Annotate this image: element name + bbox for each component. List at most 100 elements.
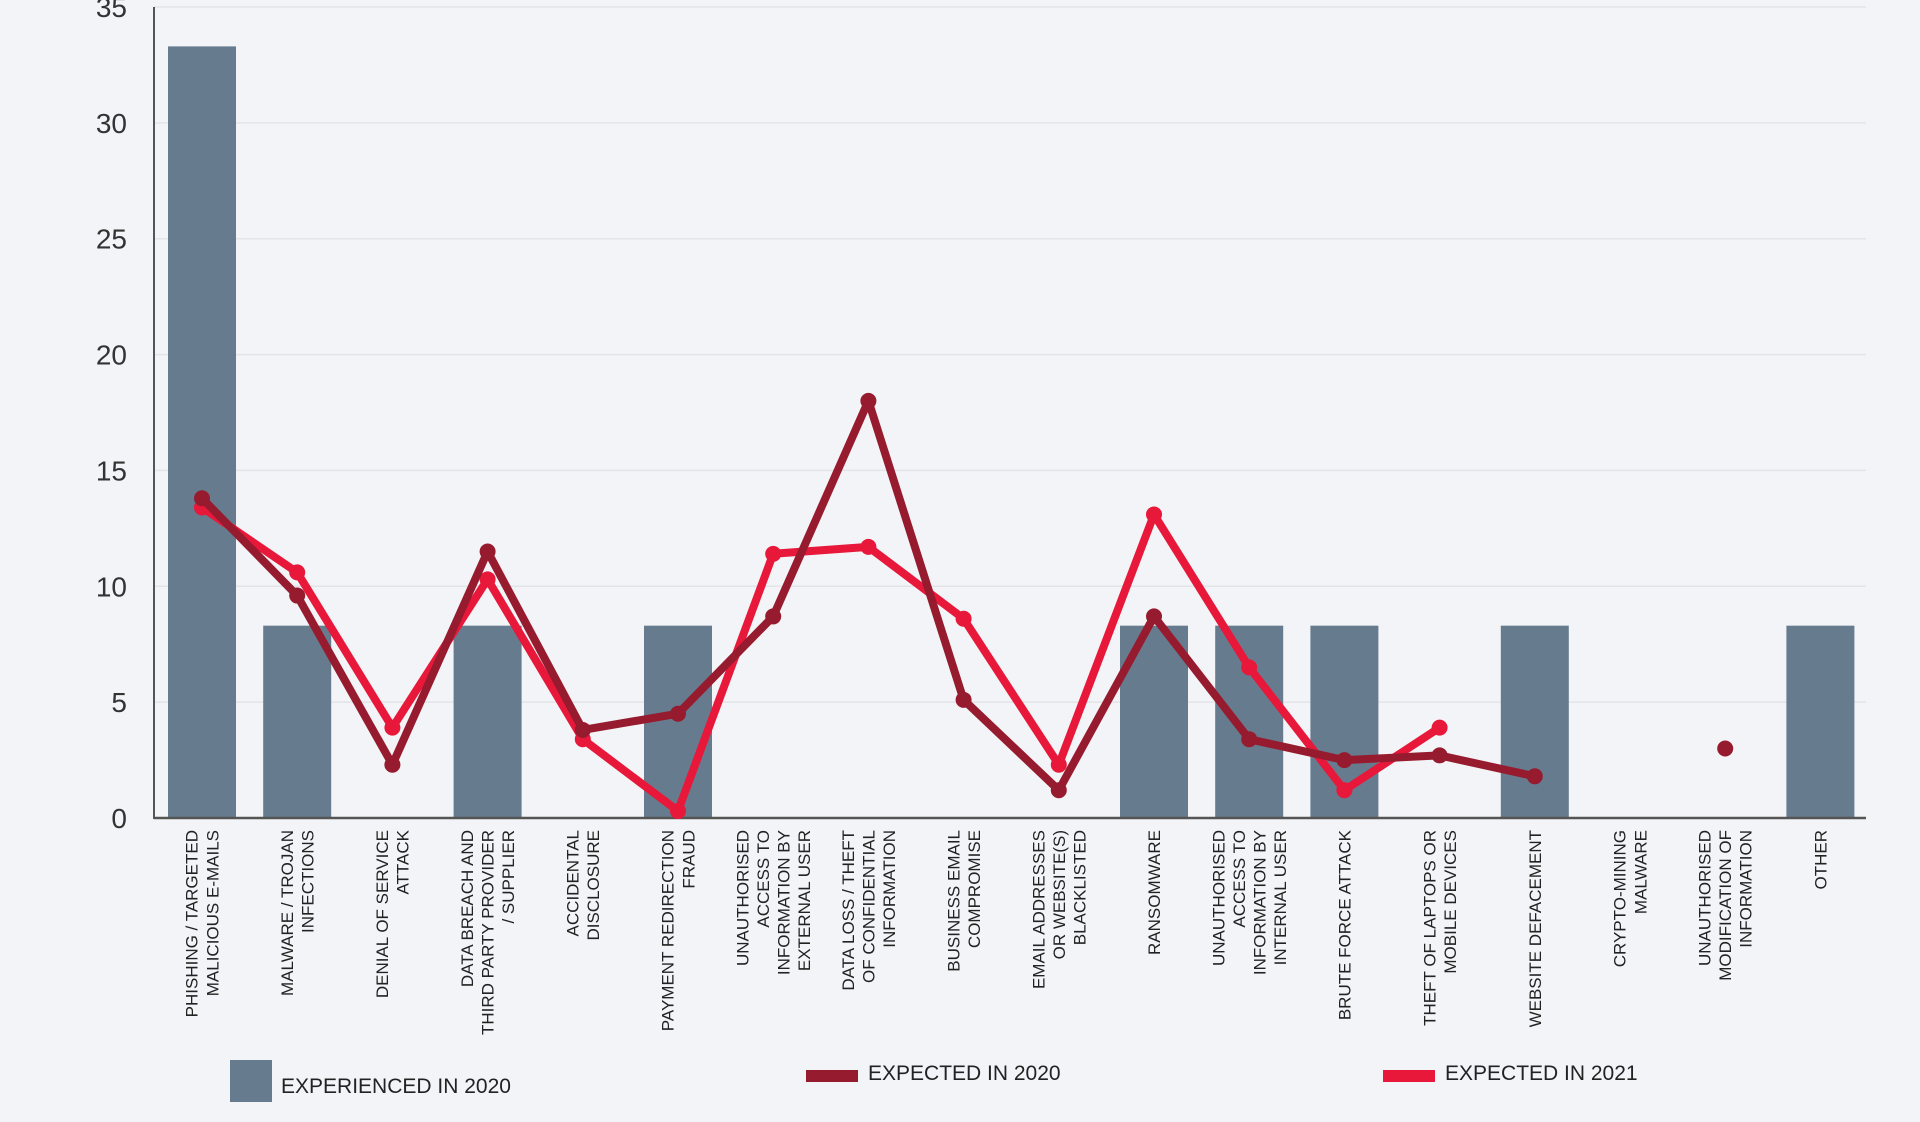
point-expected-in-2020 [1146,608,1162,625]
bar-series [168,46,1855,819]
point-expected-in-2020 [1336,752,1353,769]
x-tick-label-line: BUSINESS EMAIL [944,830,963,972]
point-expected-in-2020 [765,608,782,625]
x-tick-label-line: CRYPTO-MINING [1611,830,1630,967]
x-tick-label-line: EMAIL ADDRESSES [1029,830,1048,989]
legend-label-expected-2021: EXPECTED IN 2021 [1445,1062,1638,1085]
point-expected-in-2020 [860,392,877,409]
x-tick-label: PHISHING / TARGETED MALICIOUS E-MAILS [183,830,223,1017]
point-expected-in-2020 [1431,747,1448,764]
point-expected-in-2020 [1717,740,1734,757]
point-expected-in-2021 [670,803,686,820]
bar-website-defacement [1500,625,1569,818]
x-tick-label-line: WEBSITE DEFACEMENT [1526,830,1545,1027]
x-tick-label-line: THIRD PARTY PROVIDER [479,830,498,1035]
x-tick-label-line: ACCESS TO [1230,830,1249,928]
x-tick-label-line: OTHER [1811,830,1830,890]
y-tick-label: 0 [111,803,127,834]
x-axis-labels: PHISHING / TARGETED MALICIOUS E-MAILS MALW… [183,829,1831,1035]
y-tick-label: 35 [96,0,127,23]
point-expected-in-2021 [955,610,972,627]
point-expected-in-2021 [1431,719,1448,736]
x-tick-label-line: INTERNAL USER [1271,830,1290,965]
x-tick-label: OTHER [1811,830,1830,890]
x-tick-label-line: DENIAL OF SERVICE [373,830,392,998]
x-tick-label-line: ATTACK [394,829,413,894]
point-expected-in-2021 [479,571,496,588]
x-tick-label: DATA LOSS / THEFT OF CONFIDENTIAL INFORMAT… [839,830,899,991]
x-tick-label-line: BRUTE FORCE ATTACK [1335,829,1354,1020]
x-tick-label: MALWARE / TROJAN INFECTIONS [278,830,318,996]
x-tick-label-line: OF CONFIDENTIAL [859,830,878,983]
grid [154,6,1866,703]
x-tick-label-line: THEFT OF LAPTOPS OR [1420,830,1439,1026]
y-axis-ticks: 0 5 10 15 20 25 30 35 [96,0,127,834]
line-expected-in-2021 [198,503,1444,815]
x-tick-label-line: PAYMENT REDIRECTION [659,830,678,1031]
x-tick-label-line: EXTERNAL USER [795,830,814,971]
legend: EXPERIENCED IN 2020 EXPECTED IN 2020 EXP… [230,1060,1638,1102]
x-tick-label: CRYPTO-MINING MALWARE [1611,830,1651,967]
y-tick-label: 30 [96,108,127,139]
y-tick-label: 10 [96,571,127,602]
x-tick-label-line: INFORMATION [880,830,899,948]
legend-swatch-expected-2021 [1383,1070,1435,1082]
point-expected-in-2020 [289,587,306,604]
x-tick-label: PAYMENT REDIRECTION FRAUD [659,830,699,1031]
point-expected-in-2020 [194,490,210,507]
x-tick-label-line: INFORMATION [1737,830,1756,948]
x-tick-label: THEFT OF LAPTOPS OR MOBILE DEVICES [1420,830,1460,1026]
legend-label-expected-2020: EXPECTED IN 2020 [868,1062,1061,1085]
x-tick-label-line: OR WEBSITE(S) [1050,830,1069,959]
x-tick-label: UNAUTHORISED MODIFICATION OF INFORMATION [1696,830,1756,981]
line-expected-in-2020 [202,401,1725,790]
x-tick-label-line: INFORMATION BY [1251,830,1270,975]
x-tick-label: RANSOMWARE [1145,830,1164,955]
point-expected-in-2021 [765,545,782,562]
legend-label-experienced-2020: EXPERIENCED IN 2020 [281,1075,511,1098]
legend-swatch-experienced-2020 [230,1060,272,1102]
point-expected-in-2021 [1050,756,1067,773]
point-expected-in-2020 [574,721,591,738]
x-tick-label-line: MALWARE [1631,830,1650,914]
point-expected-in-2021 [384,719,401,736]
x-tick-label: BUSINESS EMAIL COMPROMISE [944,830,984,972]
x-tick-label-line: INFECTIONS [299,830,318,933]
point-expected-in-2020 [384,756,401,773]
x-tick-label-line: MALWARE / TROJAN [278,830,297,996]
x-tick-label-line: BLACKLISTED [1070,830,1089,945]
x-tick-label-line: MODIFICATION OF [1716,830,1735,981]
y-tick-label: 5 [111,687,127,718]
x-tick-label: WEBSITE DEFACEMENT [1526,830,1545,1027]
point-expected-in-2021 [289,564,306,581]
y-tick-label: 15 [96,455,127,486]
x-tick-label-line: ACCESS TO [754,830,773,928]
x-tick-label-line: UNAUTHORISED [733,830,752,966]
x-tick-label-line: DATA LOSS / THEFT [839,830,858,991]
point-expected-in-2021 [1336,782,1353,799]
x-tick-label: EMAIL ADDRESSES OR WEBSITE(S) BLACKLISTED [1029,830,1089,989]
point-expected-in-2020 [955,691,972,708]
x-tick-label-line: UNAUTHORISED [1209,830,1228,966]
bar-other [1786,625,1855,818]
x-tick-label-line: / SUPPLIER [499,830,518,924]
point-expected-in-2020 [1241,731,1258,748]
x-tick-label: ACCIDENTAL DISCLOSURE [564,830,604,941]
x-tick-label: UNAUTHORISED ACCESS TO INFORMATION BY INTER… [1209,830,1290,975]
y-tick-label: 25 [96,224,127,255]
bar-data-breach-and-third-party-provider-supplier [453,625,522,818]
point-expected-in-2020 [1050,782,1067,799]
x-tick-label-line: ACCIDENTAL [564,830,583,936]
bar-phishing-targeted-malicious-e-mails [168,46,236,819]
bar-unauthorised-access-to-information-by-internal-user [1215,625,1284,818]
bar-ransomware [1120,625,1188,818]
bar-malware-trojan-infections [263,625,332,818]
x-tick-label-line: UNAUTHORISED [1696,830,1715,966]
point-expected-in-2021 [1146,506,1162,523]
x-tick-label-line: COMPROMISE [965,830,984,948]
x-tick-label-line: PHISHING / TARGETED [183,830,202,1017]
x-tick-label-line: INFORMATION BY [775,830,794,975]
point-expected-in-2020 [670,705,686,722]
x-tick-label-line: MOBILE DEVICES [1441,830,1460,974]
